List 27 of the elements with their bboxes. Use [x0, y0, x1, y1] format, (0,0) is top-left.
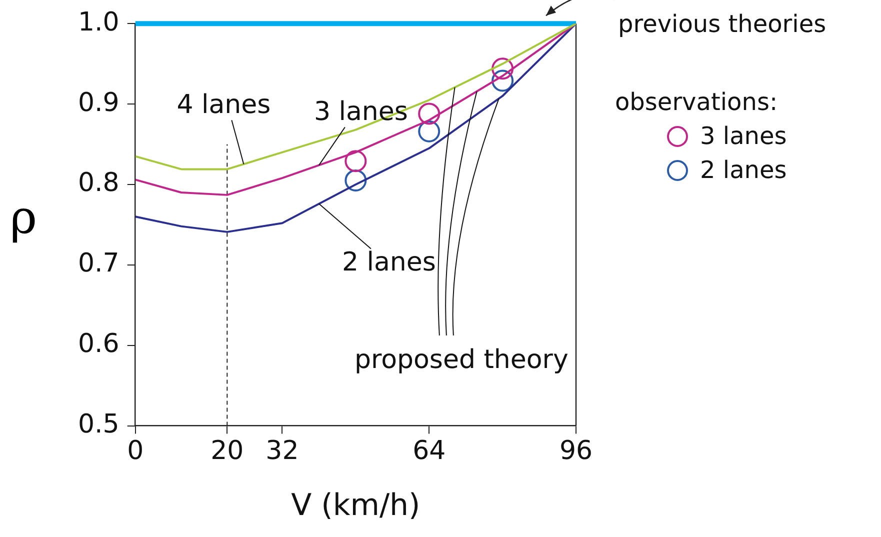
point: [344, 150, 367, 172]
ref-line-label: previous theories: [618, 10, 826, 38]
legend-title: observations:: [615, 88, 779, 116]
x-tick-label: 20: [210, 436, 244, 466]
x-tick-label: 96: [559, 436, 593, 466]
series-label: 3 lanes: [314, 96, 408, 127]
x-tick-label: 32: [266, 436, 299, 466]
legend-label: 2 lanes: [700, 156, 787, 184]
legend-label: 3 lanes: [700, 122, 787, 150]
y-tick-label: 1.0: [78, 7, 120, 38]
point: [492, 58, 514, 80]
y-tick-label: 0.8: [78, 168, 120, 198]
point: [344, 169, 367, 192]
series-label: 4 lanes: [176, 90, 271, 120]
x-axis-title: V (km/h): [291, 488, 420, 523]
x-tick-label: 0: [127, 436, 144, 466]
y-tick-label: 0.6: [78, 329, 120, 360]
x-tick-label: 64: [412, 436, 446, 466]
annotation: proposed theory: [354, 345, 568, 376]
y-tick-label: 0.9: [78, 88, 120, 118]
point: [418, 102, 440, 125]
point: [418, 120, 440, 142]
series-label: 2 lanes: [342, 248, 436, 278]
y-tick-label: 0.5: [78, 410, 120, 440]
point: [492, 70, 514, 92]
y-axis-title: ρ: [10, 190, 38, 244]
y-tick-label: 0.7: [78, 248, 120, 279]
